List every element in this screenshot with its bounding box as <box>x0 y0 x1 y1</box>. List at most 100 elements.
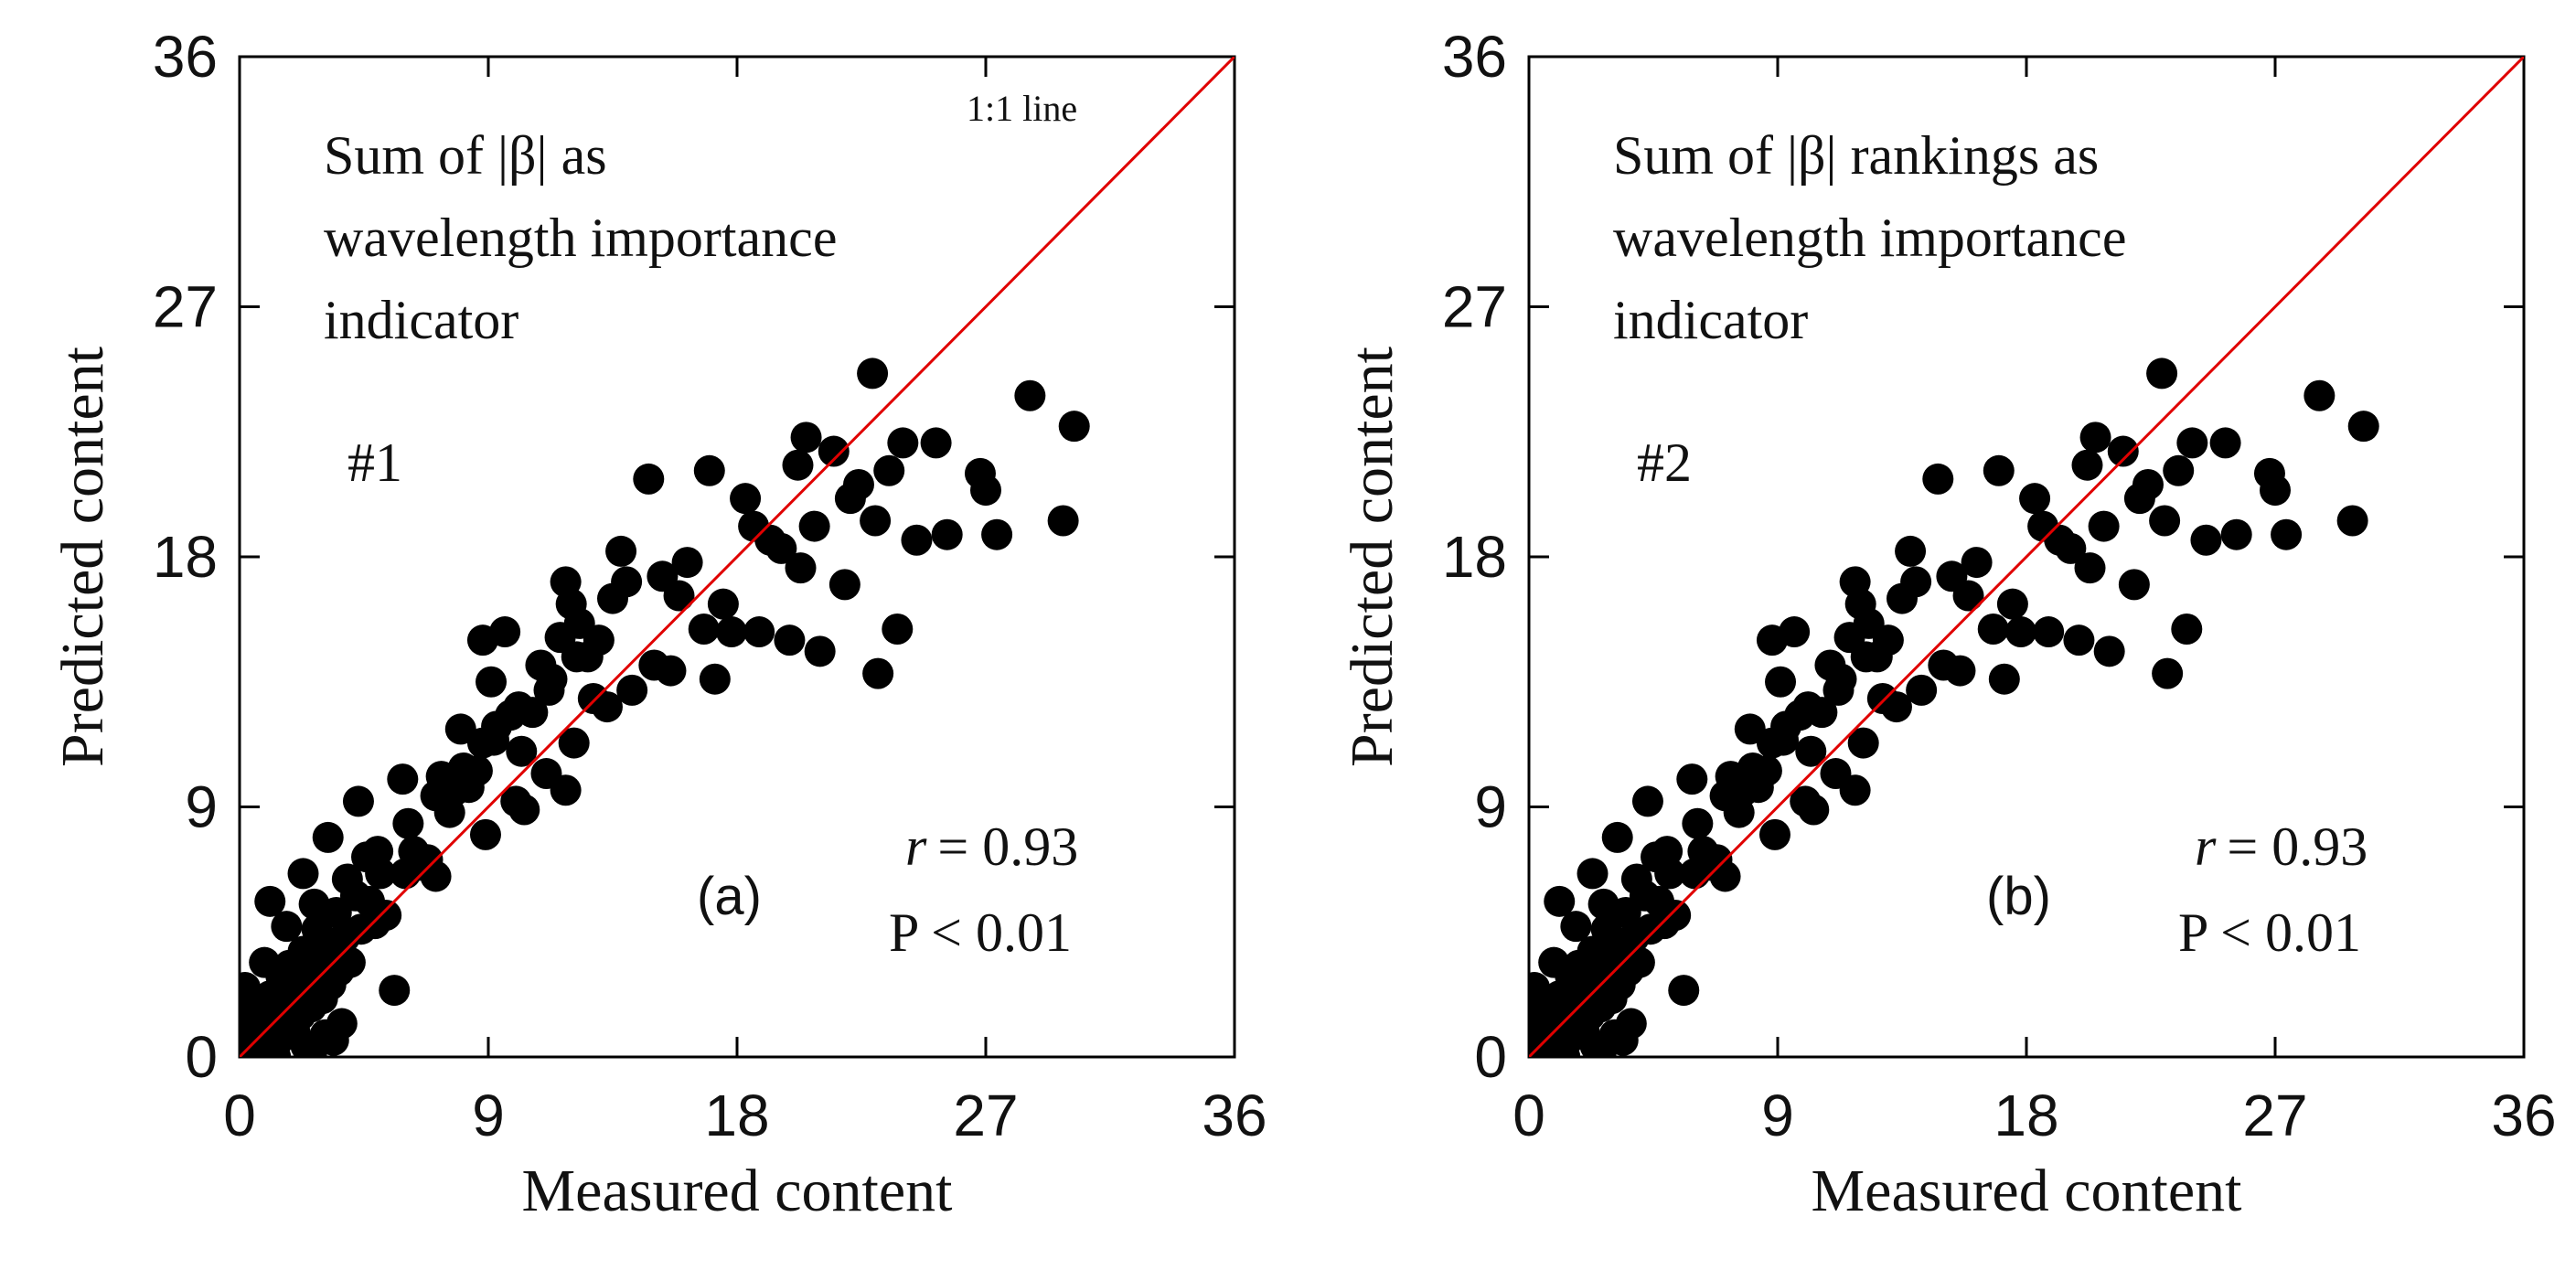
data-point <box>2209 427 2241 459</box>
data-point <box>387 763 419 795</box>
data-point <box>2336 505 2368 537</box>
data-point <box>2303 379 2336 411</box>
panel-a: 0 9 18 27 36 0 9 18 27 36 Measured content Predicte… <box>49 24 1267 1224</box>
data-point <box>1850 641 1882 673</box>
data-point <box>1538 946 1570 978</box>
p-statistic: P < 0.01 <box>2178 902 2361 963</box>
panel-label: (a) <box>697 867 762 926</box>
data-point <box>533 674 565 706</box>
data-point <box>782 449 814 481</box>
data-point <box>1577 858 1609 890</box>
data-point <box>688 614 720 646</box>
data-point <box>334 946 366 978</box>
panel-label: (b) <box>1986 867 2051 926</box>
data-point <box>1549 1041 1581 1057</box>
data-point <box>887 427 919 459</box>
data-point <box>558 727 590 759</box>
data-point <box>1961 547 1993 579</box>
data-point <box>2118 569 2150 601</box>
plot-area <box>240 57 1235 1057</box>
y-tick-label: 0 <box>1474 1024 1507 1090</box>
data-point <box>2260 475 2291 507</box>
data-point <box>362 836 394 868</box>
data-point <box>1996 588 2028 620</box>
data-point <box>550 774 582 806</box>
data-point <box>605 535 637 567</box>
r-statistic: r = 0.93 <box>905 816 1078 877</box>
data-point <box>1709 860 1741 892</box>
y-axis-title: Predicted content <box>49 347 116 767</box>
data-point <box>707 588 739 620</box>
data-point <box>1988 663 2020 695</box>
y-tick-label: 36 <box>153 24 218 90</box>
x-axis-title: Measured content <box>1812 1158 2242 1224</box>
data-point <box>1847 727 1879 759</box>
data-point <box>287 858 319 890</box>
data-point <box>2163 454 2195 486</box>
annotation-line: indicator <box>1613 290 1808 350</box>
data-point <box>561 641 593 673</box>
data-point <box>1587 888 1619 920</box>
r-symbol: r <box>905 816 927 877</box>
data-point <box>240 972 262 1004</box>
data-point <box>804 635 836 667</box>
data-point <box>1768 724 1800 756</box>
data-point <box>298 888 330 920</box>
data-point <box>611 566 643 598</box>
annotation-line: indicator <box>324 290 518 350</box>
x-tick-label: 36 <box>2491 1083 2556 1148</box>
y-tick-label: 9 <box>1474 774 1507 840</box>
data-point <box>1839 774 1871 806</box>
data-point <box>331 863 363 895</box>
y-tick-label: 18 <box>1442 524 1507 590</box>
r-symbol: r <box>2195 816 2217 877</box>
data-point <box>478 724 510 756</box>
data-point <box>1983 454 2015 486</box>
data-point <box>1651 836 1683 868</box>
data-point <box>1895 535 1927 567</box>
data-point <box>476 666 508 698</box>
one-to-one-line <box>1529 57 2524 1057</box>
data-point <box>1676 763 1708 795</box>
y-tick-label: 9 <box>185 774 218 840</box>
r-statistic: r = 0.93 <box>2195 816 2368 877</box>
data-point <box>317 1024 349 1056</box>
data-point <box>506 735 538 767</box>
data-point <box>901 524 933 556</box>
x-tick-label: 18 <box>704 1083 769 1148</box>
x-tick-label: 9 <box>1761 1083 1794 1148</box>
data-point <box>1544 885 1576 917</box>
data-point <box>1660 900 1692 932</box>
x-tick-label: 0 <box>1512 1083 1545 1148</box>
data-point <box>2071 449 2103 481</box>
data-point <box>655 655 687 687</box>
data-point <box>2176 427 2208 459</box>
data-point <box>633 463 665 495</box>
data-point <box>790 422 822 454</box>
data-point <box>260 1041 292 1057</box>
data-point <box>1792 691 1824 723</box>
data-point <box>1623 946 1655 978</box>
data-point <box>981 518 1013 550</box>
annotation-line: wavelength importance <box>1613 208 2126 268</box>
data-point <box>420 860 452 892</box>
data-point <box>1880 691 1912 723</box>
data-point <box>2171 614 2203 646</box>
data-point <box>1560 911 1592 943</box>
data-point <box>1058 411 1090 443</box>
data-point <box>1601 821 1633 853</box>
data-point <box>2190 524 2222 556</box>
data-point <box>444 713 476 745</box>
data-point <box>1047 505 1079 537</box>
data-point <box>2088 510 2120 542</box>
x-tick-label: 0 <box>223 1083 256 1148</box>
data-point <box>798 510 830 542</box>
data-point <box>583 624 615 656</box>
annotation-line: wavelength importance <box>324 208 837 268</box>
data-point <box>2055 532 2087 564</box>
data-point <box>730 483 762 515</box>
data-point <box>342 785 374 817</box>
data-point <box>1977 614 2009 646</box>
model-tag: #1 <box>347 432 402 493</box>
